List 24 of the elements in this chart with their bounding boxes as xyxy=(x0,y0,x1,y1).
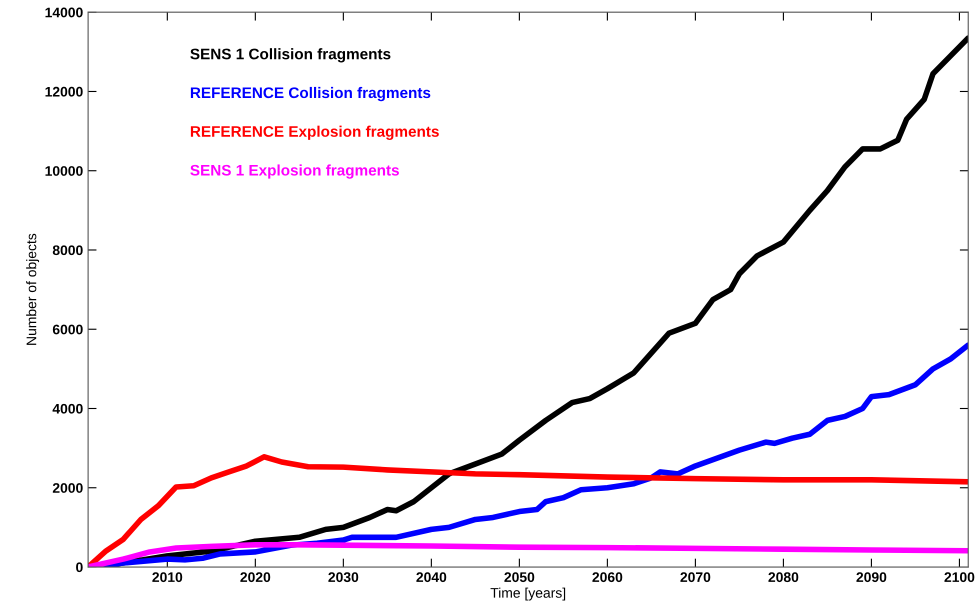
x-tick-label: 2070 xyxy=(680,572,710,582)
y-tick-label: 4000 xyxy=(52,404,83,414)
y-tick-label: 10000 xyxy=(46,166,83,176)
text: SENS 1 Explosion fragments xyxy=(190,164,399,179)
text: REFERENCE Explosion fragments xyxy=(190,126,439,140)
x-tick-label: 2060 xyxy=(592,572,622,582)
x-tick-label: 2010 xyxy=(152,572,182,582)
text: REFERENCE Collision fragments xyxy=(190,86,430,102)
y-tick-label: 14000 xyxy=(46,8,83,18)
x-axis-title: Time [years] xyxy=(490,588,566,601)
y-tick-label: 12000 xyxy=(46,86,83,97)
x-tick-label: 2090 xyxy=(856,572,886,582)
y-tick-label: 0 xyxy=(76,562,83,572)
x-tick-label: 2050 xyxy=(504,572,534,582)
y-axis-title: Number of objects xyxy=(26,234,40,345)
y-tick-label: 6000 xyxy=(52,324,83,334)
x-tick-label: 2080 xyxy=(768,572,798,582)
x-tick-label: 2030 xyxy=(328,572,358,582)
text: SENS 1 Collision fragments xyxy=(190,48,390,62)
y-tick-label: 8000 xyxy=(52,245,83,256)
x-tick-label: 2020 xyxy=(240,572,270,582)
x-tick-label: 2040 xyxy=(416,572,446,582)
x-tick-label: 2100 xyxy=(944,572,974,582)
y-tick-label: 2000 xyxy=(52,483,83,493)
